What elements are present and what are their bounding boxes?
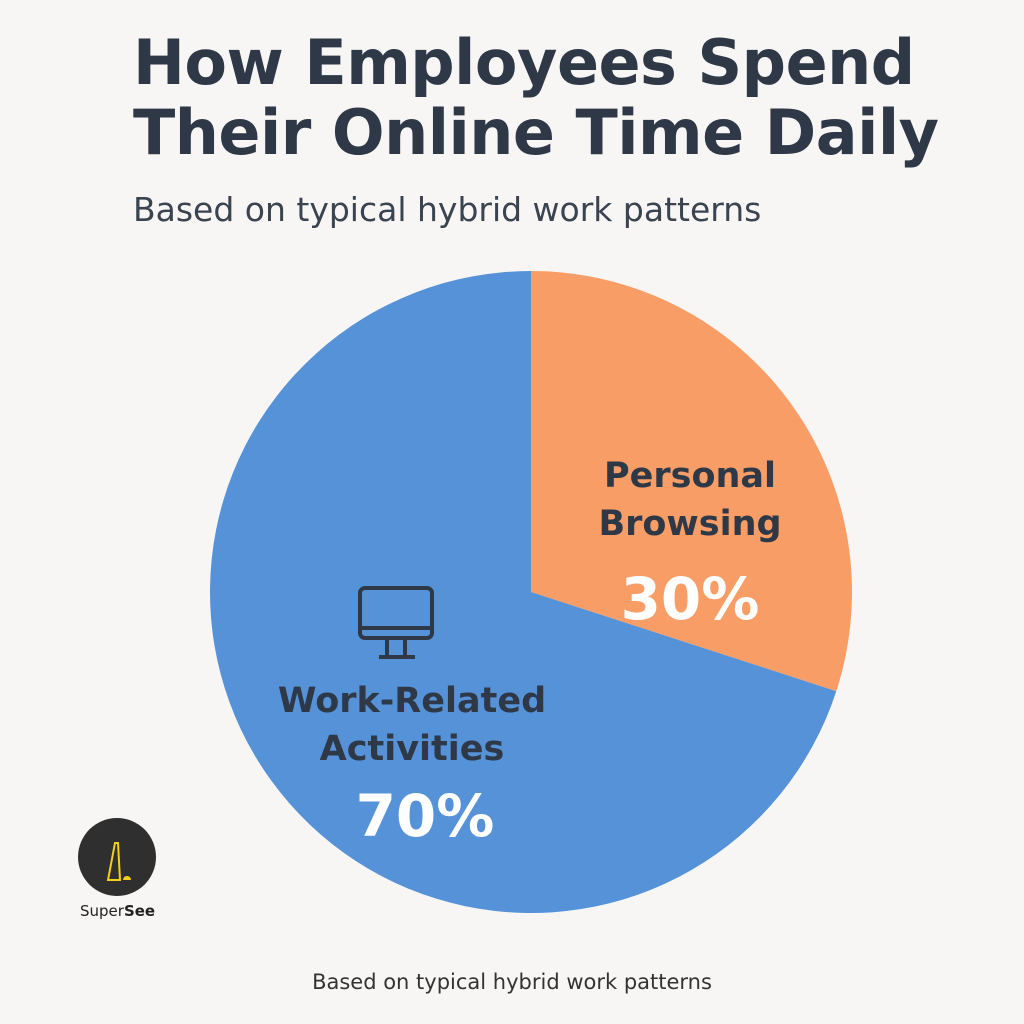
personal-label-line-1: Personal xyxy=(603,456,777,496)
title-line-1: How Employees Spend xyxy=(133,26,915,99)
supersee-logo xyxy=(78,818,156,896)
work-label-line-2: Activities xyxy=(319,729,505,769)
footer-note: Based on typical hybrid work patterns xyxy=(312,970,712,994)
logo-mark-icon xyxy=(106,842,131,881)
personal-percent: 30% xyxy=(620,565,760,633)
logo-text-a: Super xyxy=(80,902,124,920)
logo-text: SuperSee xyxy=(80,902,155,920)
chart-title: How Employees Spend Their Online Time Da… xyxy=(133,28,939,168)
logo-text-b: See xyxy=(123,902,156,920)
work-percent: 70% xyxy=(355,782,495,850)
monitor-icon xyxy=(358,586,434,659)
pie-slice-personal xyxy=(531,271,852,692)
personal-label: Personal Browsing xyxy=(560,452,820,548)
work-label-line-1: Work-Related xyxy=(277,681,547,721)
chart-subtitle: Based on typical hybrid work patterns xyxy=(133,190,762,229)
pie-slice-work xyxy=(209,271,837,913)
work-label: Work-Related Activities xyxy=(262,677,562,773)
title-line-2: Their Online Time Daily xyxy=(133,96,939,169)
personal-label-line-2: Browsing xyxy=(598,504,782,544)
